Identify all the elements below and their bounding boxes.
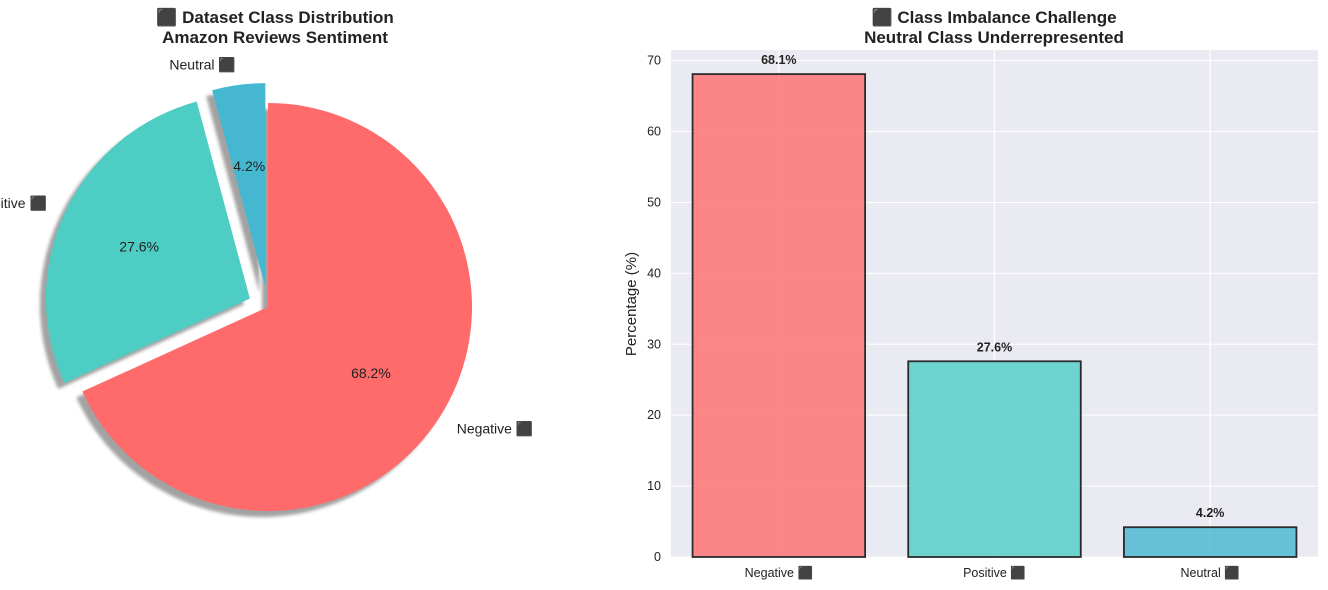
bar-value-label: 4.2%	[1196, 506, 1225, 520]
pie-pct-label: 27.6%	[119, 238, 159, 254]
bar-subtitle: Neutral Class Underrepresented	[864, 28, 1124, 47]
pie-title: ⬛ Dataset Class Distribution	[156, 7, 394, 27]
y-tick-label: 0	[654, 550, 661, 564]
x-tick-label: Neutral ⬛	[1180, 565, 1239, 580]
y-tick-label: 50	[647, 195, 661, 209]
y-tick-label: 10	[647, 479, 661, 493]
x-tick-label: Positive ⬛	[963, 565, 1026, 580]
y-tick-label: 20	[647, 408, 661, 422]
y-tick-label: 40	[647, 266, 661, 280]
pie-slice	[82, 103, 472, 511]
pie-pct-label: 68.2%	[351, 365, 391, 381]
bar-value-label: 27.6%	[977, 340, 1012, 354]
y-tick-label: 30	[647, 337, 661, 351]
bar-value-label: 68.1%	[761, 53, 796, 67]
pie-slice	[212, 83, 266, 288]
pie-category-label: Negative ⬛	[457, 420, 534, 437]
bars	[691, 73, 1298, 558]
pie-labels: 68.2% Negative ⬛ 27.6% Positive ⬛ 4.2% Neutra…	[0, 57, 533, 438]
y-axis-label: Percentage (%)	[623, 252, 640, 356]
y-tick-label: 60	[647, 125, 661, 139]
x-tick-label: Negative ⬛	[745, 565, 813, 580]
bar-chart: ⬛ Class Imbalance Challenge Neutral Clas…	[623, 7, 1318, 580]
pie-slices	[45, 83, 472, 511]
axis-ticks: 0 10 20 30 40 50 60 70 68.1% Negative ⬛ 27.6% Posit…	[647, 53, 1240, 580]
pie-chart: ⬛ Dataset Class Distribution Amazon Revi…	[0, 7, 533, 517]
bar	[1123, 526, 1298, 558]
y-tick-label: 70	[647, 54, 661, 68]
bar	[691, 73, 866, 558]
pie-subtitle: Amazon Reviews Sentiment	[162, 28, 388, 47]
pie-pct-label: 4.2%	[233, 158, 265, 174]
bar-title: ⬛ Class Imbalance Challenge	[871, 7, 1116, 27]
pie-slice	[45, 101, 250, 384]
pie-category-label: Neutral ⬛	[169, 57, 235, 74]
bar	[907, 360, 1082, 558]
pie-category-label: Positive ⬛	[0, 195, 47, 212]
